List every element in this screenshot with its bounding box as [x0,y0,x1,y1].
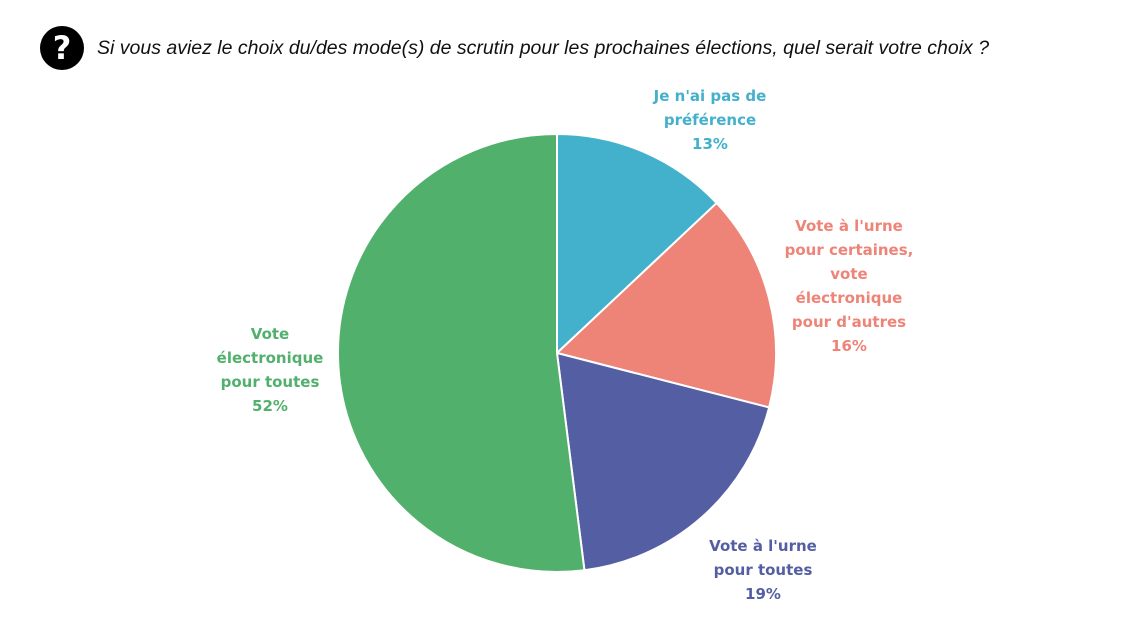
slice-label-line: préférence [664,111,756,129]
slice-label-line: Vote [251,325,289,343]
question-circle-icon: ? [40,26,84,70]
slice-value-label-2: 19% [745,585,781,603]
slice-label-line: pour toutes [221,373,320,391]
slice-label-line: pour toutes [714,561,813,579]
slice-label-1: Vote à l'urne pour certaines, vote électron… [785,217,914,355]
pie-slice-3 [337,133,586,573]
slice-label-line: électronique [217,349,324,367]
pie-slice-1 [556,202,777,409]
chart-header: ? Si vous aviez le choix du/des mode(s) … [40,26,989,70]
slice-value-label-0: 13% [692,135,728,153]
slice-label-line: Vote à l'urne [709,537,817,555]
slice-label-line: pour certaines, [785,241,914,259]
slice-label-line: vote [830,265,867,283]
chart-title: Si vous aviez le choix du/des mode(s) de… [97,36,990,59]
slice-label-2: Vote à l'urne pour toutes 19% [709,537,817,603]
slice-label-line: Vote à l'urne [795,217,903,235]
slice-value-label-1: 16% [831,337,867,355]
pie-slice-2 [556,352,771,572]
pie-slice-0 [556,133,718,354]
slice-label-line: pour d'autres [792,313,906,331]
slice-label-line: électronique [796,289,903,307]
slice-label-3: Vote électronique pour toutes 52% [217,325,324,415]
slice-value-label-3: 52% [252,397,288,415]
slice-label-0: Je n'ai pas de préférence 13% [653,87,767,153]
slice-label-line: Je n'ai pas de [653,87,767,105]
